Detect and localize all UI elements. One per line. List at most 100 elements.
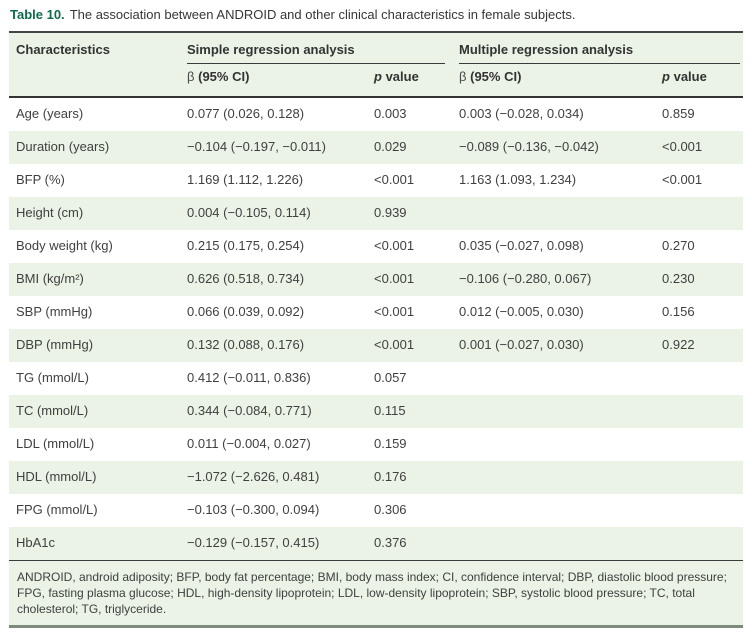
cell-characteristic: Duration (years) (16, 139, 110, 154)
cell-characteristic: TG (mmol/L) (16, 370, 89, 385)
cell-simple-beta: −0.104 (−0.197, −0.011) (187, 139, 326, 154)
table-header: Characteristics Simple regression analys… (9, 32, 744, 97)
table-row: TG (mmol/L) 0.412 (−0.011, 0.836) 0.057 (9, 362, 743, 395)
table-caption: Table 10. The association between ANDROID… (10, 7, 742, 23)
cell-simple-p: 0.115 (374, 403, 406, 418)
beta-symbol: β (187, 69, 195, 84)
cell-simple-beta: 0.412 (−0.011, 0.836) (187, 370, 311, 385)
multiple-regression-group-header: Multiple regression analysis (459, 32, 744, 64)
cell-multiple-beta (459, 395, 662, 428)
cell-multiple-p (662, 362, 743, 395)
group-header-row: Characteristics Simple regression analys… (9, 32, 744, 97)
cell-multiple-beta (459, 494, 662, 527)
cell-characteristic: DBP (mmHg) (16, 337, 94, 352)
cell-characteristic: HbA1c (16, 535, 56, 550)
cell-simple-beta: 0.132 (0.088, 0.176) (187, 337, 305, 352)
cell-multiple-beta: 0.001 (−0.027, 0.030) (459, 337, 584, 352)
cell-multiple-p: 0.859 (662, 106, 695, 121)
cell-simple-p: 0.159 (374, 436, 407, 451)
cell-characteristic: FPG (mmol/L) (16, 502, 98, 517)
cell-multiple-beta: 0.012 (−0.005, 0.030) (459, 304, 584, 319)
beta-symbol: β (459, 69, 467, 84)
table-row: LDL (mmol/L) 0.011 (−0.004, 0.027) 0.159 (9, 428, 743, 461)
cell-multiple-p: 0.230 (662, 271, 695, 286)
cell-simple-beta: 0.077 (0.026, 0.128) (187, 106, 305, 121)
simple-regression-group-header: Simple regression analysis (187, 32, 460, 64)
cell-characteristic: Age (years) (16, 106, 84, 121)
p-symbol: p (374, 69, 382, 84)
table-row: HbA1c −0.129 (−0.157, 0.415) 0.376 (9, 527, 744, 561)
table-row: DBP (mmHg) 0.132 (0.088, 0.176) <0.001 0… (9, 329, 744, 362)
cell-multiple-beta: −0.089 (−0.136, −0.042) (459, 139, 599, 154)
cell-simple-beta: 0.215 (0.175, 0.254) (187, 238, 305, 253)
cell-multiple-beta (459, 362, 662, 395)
sub-header-row: β (95% CI) p value β (95% CI) p value (9, 64, 744, 97)
cell-multiple-p: <0.001 (662, 172, 703, 187)
cell-multiple-p (662, 428, 743, 461)
cell-multiple-beta: 0.035 (−0.027, 0.098) (459, 238, 584, 253)
table-row: TC (mmol/L) 0.344 (−0.084, 0.771) 0.115 (9, 395, 744, 428)
cell-simple-beta: 1.169 (1.112, 1.226) (187, 172, 304, 187)
cell-multiple-p (662, 395, 743, 428)
cell-multiple-beta: 1.163 (1.093, 1.234) (459, 172, 577, 187)
cell-characteristic: SBP (mmHg) (16, 304, 93, 319)
cell-characteristic: Height (cm) (16, 205, 84, 220)
table-row: BFP (%) 1.169 (1.112, 1.226) <0.001 1.16… (9, 164, 743, 197)
cell-multiple-p (662, 197, 743, 230)
table-row: BMI (kg/m²) 0.626 (0.518, 0.734) <0.001 … (9, 263, 744, 296)
cell-multiple-p: <0.001 (662, 139, 703, 154)
cell-characteristic: LDL (mmol/L) (16, 436, 95, 451)
p-word: value (673, 69, 707, 84)
simple-p-column-header: p value (374, 64, 460, 97)
cell-multiple-beta (459, 428, 662, 461)
table-footnote: ANDROID, android adiposity; BFP, body fa… (9, 561, 743, 628)
cell-simple-beta: −0.103 (−0.300, 0.094) (187, 502, 320, 517)
ci-label: (95% CI) (470, 69, 522, 84)
cell-multiple-p: 0.270 (662, 238, 695, 253)
table-row: Body weight (kg) 0.215 (0.175, 0.254) <0… (9, 230, 743, 263)
cell-simple-beta: −0.129 (−0.157, 0.415) (187, 535, 320, 550)
cell-simple-beta: 0.004 (−0.105, 0.114) (187, 205, 311, 220)
table-row: Height (cm) 0.004 (−0.105, 0.114) 0.939 (9, 197, 744, 230)
characteristics-column-header: Characteristics (9, 32, 187, 97)
cell-characteristic: Body weight (kg) (16, 238, 113, 253)
cell-simple-p: 0.376 (374, 535, 407, 550)
cell-characteristic: HDL (mmol/L) (16, 469, 97, 484)
cell-simple-p: 0.003 (374, 106, 407, 121)
cell-simple-beta: 0.344 (−0.084, 0.771) (187, 403, 312, 418)
cell-simple-beta: 0.626 (0.518, 0.734) (187, 271, 305, 286)
table-row: SBP (mmHg) 0.066 (0.039, 0.092) <0.001 0… (9, 296, 743, 329)
cell-simple-beta: −1.072 (−2.626, 0.481) (187, 469, 320, 484)
multiple-beta-column-header: β (95% CI) (459, 64, 663, 97)
ci-label: (95% CI) (198, 69, 250, 84)
table-number-label: Table 10. (10, 7, 65, 22)
cell-simple-p: 0.939 (374, 205, 407, 220)
cell-simple-p: 0.176 (374, 469, 407, 484)
cell-simple-beta: 0.066 (0.039, 0.092) (187, 304, 305, 319)
multiple-regression-group-label: Multiple regression analysis (459, 33, 741, 64)
cell-simple-p: <0.001 (374, 238, 415, 253)
cell-characteristic: TC (mmol/L) (16, 403, 89, 418)
table-caption-text: The association between ANDROID and othe… (69, 7, 576, 22)
cell-simple-p: 0.306 (374, 502, 407, 517)
cell-simple-p: 0.029 (374, 139, 407, 154)
cell-multiple-beta: 0.003 (−0.028, 0.034) (459, 106, 584, 121)
cell-characteristic: BMI (kg/m²) (16, 271, 84, 286)
cell-multiple-beta (459, 461, 662, 494)
cell-multiple-p (662, 461, 743, 494)
table-row: FPG (mmol/L) −0.103 (−0.300, 0.094) 0.30… (9, 494, 743, 527)
table-row: HDL (mmol/L) −1.072 (−2.626, 0.481) 0.17… (9, 461, 744, 494)
simple-regression-group-label: Simple regression analysis (187, 33, 446, 64)
cell-multiple-p: 0.922 (662, 337, 695, 352)
cell-multiple-beta: −0.106 (−0.280, 0.067) (459, 271, 592, 286)
table-row: Duration (years) −0.104 (−0.197, −0.011)… (9, 131, 744, 164)
cell-multiple-beta (459, 527, 662, 561)
cell-simple-p: <0.001 (374, 304, 415, 319)
simple-beta-column-header: β (95% CI) (187, 64, 374, 97)
cell-simple-p: 0.057 (374, 370, 407, 385)
table-row: Age (years) 0.077 (0.026, 0.128) 0.003 0… (9, 97, 743, 131)
cell-simple-beta: 0.011 (−0.004, 0.027) (187, 436, 311, 451)
p-word: value (385, 69, 419, 84)
cell-characteristic: BFP (%) (16, 172, 65, 187)
